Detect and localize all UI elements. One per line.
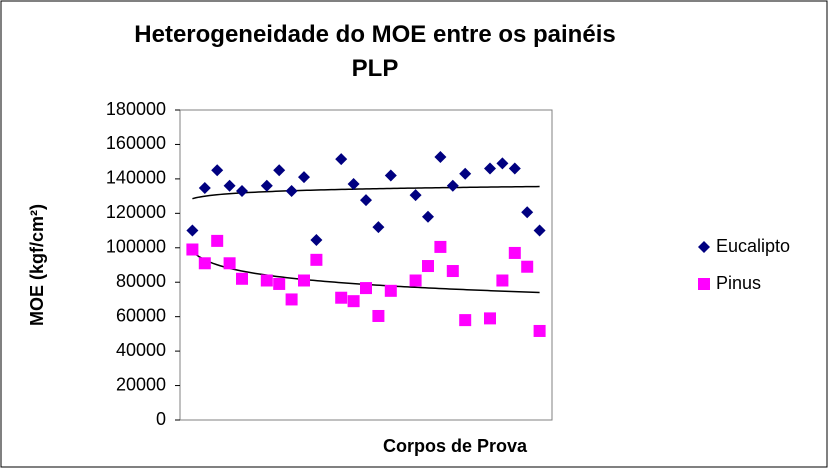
- point: [384, 169, 397, 182]
- point: [223, 179, 236, 192]
- point: [211, 234, 224, 247]
- y-tick-label: 100000: [106, 237, 166, 257]
- point: [496, 274, 509, 287]
- point: [310, 253, 323, 266]
- point: [533, 224, 546, 237]
- point: [335, 291, 348, 304]
- y-tick-label: 140000: [106, 168, 166, 188]
- point: [260, 179, 273, 192]
- point: [273, 277, 286, 290]
- x-axis-label: Corpos de Prova: [383, 436, 528, 456]
- point: [446, 179, 459, 192]
- y-tick-label: 80000: [116, 271, 166, 291]
- point: [484, 312, 496, 325]
- point: [459, 314, 472, 327]
- y-tick-label: 0: [156, 409, 166, 429]
- y-tick-label: 60000: [116, 305, 166, 325]
- point: [508, 246, 521, 259]
- point: [508, 162, 521, 175]
- point: [360, 194, 372, 207]
- point: [236, 184, 248, 197]
- point: [521, 206, 534, 219]
- point: [236, 272, 248, 285]
- point: [409, 189, 422, 202]
- plot-area: [179, 109, 553, 421]
- legend-label: Eucalipto: [716, 236, 790, 256]
- y-axis-label: MOE (kgf/cm²): [27, 204, 47, 326]
- y-tick-label: 160000: [106, 133, 166, 153]
- point: [285, 184, 298, 197]
- point: [434, 151, 447, 164]
- point: [409, 274, 422, 287]
- point: [186, 224, 199, 237]
- point: [298, 274, 310, 287]
- trendline: [192, 185, 540, 200]
- point: [347, 178, 360, 191]
- chart-title: Heterogeneidade do MOE entre os painéis …: [134, 21, 616, 82]
- point: [186, 243, 199, 256]
- point: [347, 295, 360, 308]
- y-tick-label: 20000: [116, 374, 166, 394]
- point: [273, 164, 286, 177]
- y-tick-label: 120000: [106, 202, 166, 222]
- point: [285, 293, 298, 306]
- point: [384, 284, 397, 297]
- point: [372, 309, 385, 322]
- y-tick-label: 40000: [116, 340, 166, 360]
- point: [521, 260, 534, 273]
- legend-marker: [698, 278, 710, 290]
- point: [496, 157, 509, 170]
- point: [211, 164, 224, 177]
- point: [484, 162, 496, 175]
- point: [198, 257, 211, 270]
- point: [310, 234, 323, 247]
- point: [422, 260, 434, 273]
- point: [446, 265, 459, 278]
- point: [422, 210, 434, 223]
- point: [459, 167, 472, 180]
- legend-label: Pinus: [716, 273, 761, 293]
- point: [223, 257, 236, 270]
- legend-marker: [698, 241, 710, 253]
- point: [533, 324, 546, 337]
- point: [434, 240, 447, 253]
- y-tick-label: 180000: [106, 99, 166, 119]
- point: [198, 182, 211, 195]
- point: [335, 153, 348, 166]
- point: [298, 171, 310, 184]
- point: [260, 274, 273, 287]
- point: [372, 221, 385, 234]
- point: [360, 282, 372, 295]
